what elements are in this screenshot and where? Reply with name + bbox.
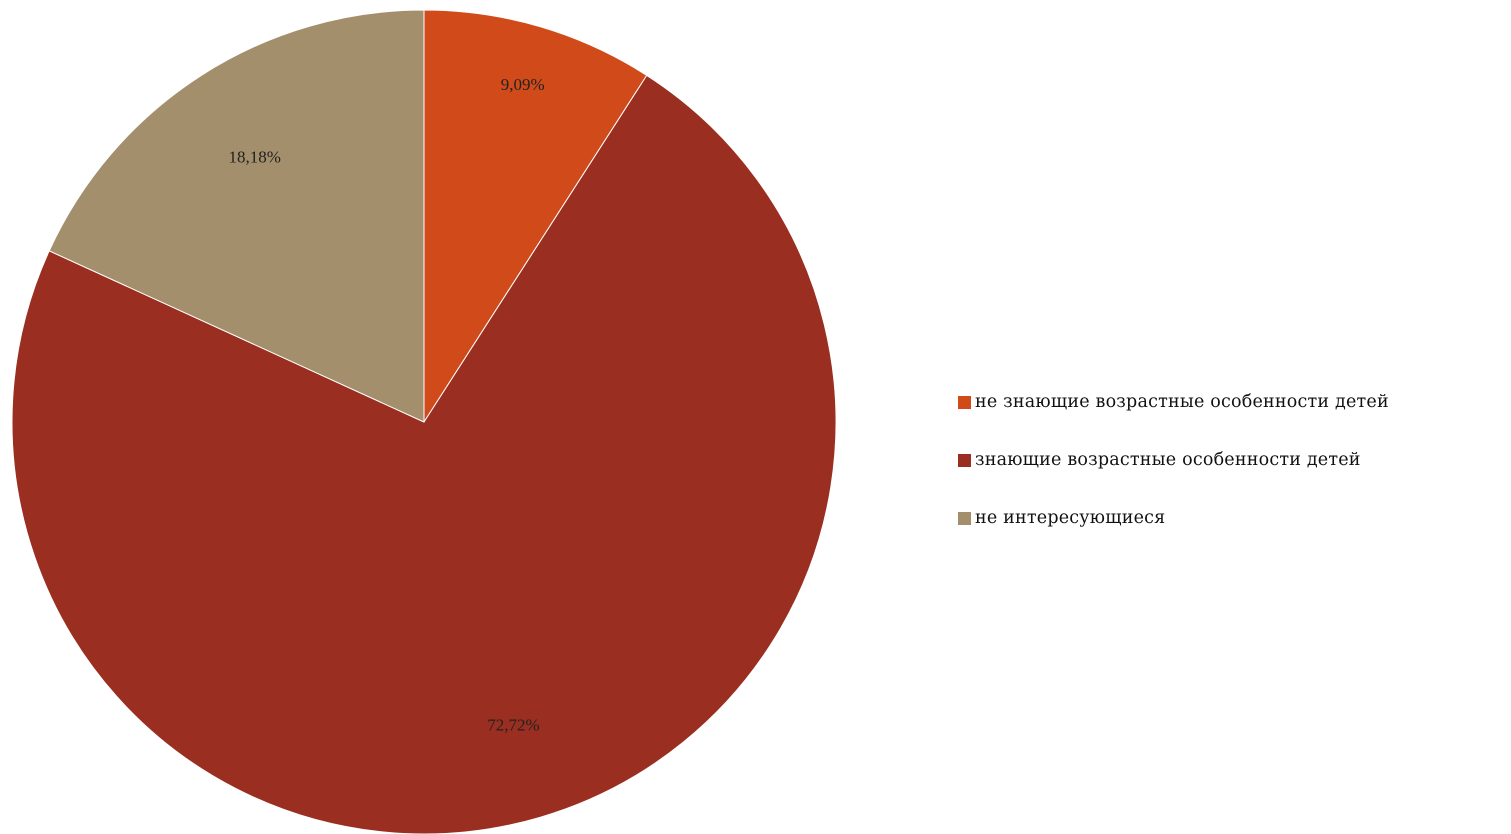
legend-swatch	[958, 396, 971, 409]
legend-item: не интересующиеся	[958, 504, 1511, 532]
legend-label: знающие возрастные особенности детей	[975, 450, 1361, 470]
legend-label: не интересующиеся	[975, 508, 1165, 528]
legend-swatch	[958, 454, 971, 467]
slice-value-label: 72,72%	[487, 715, 539, 734]
legend: не знающие возрастные особенности детей …	[958, 388, 1511, 562]
legend-item: знающие возрастные особенности детей	[958, 446, 1511, 474]
legend-item: не знающие возрастные особенности детей	[958, 388, 1511, 416]
legend-swatch	[958, 512, 971, 525]
legend-label: не знающие возрастные особенности детей	[975, 392, 1389, 412]
slice-value-label: 18,18%	[228, 148, 280, 167]
slice-value-label: 9,09%	[501, 75, 545, 94]
